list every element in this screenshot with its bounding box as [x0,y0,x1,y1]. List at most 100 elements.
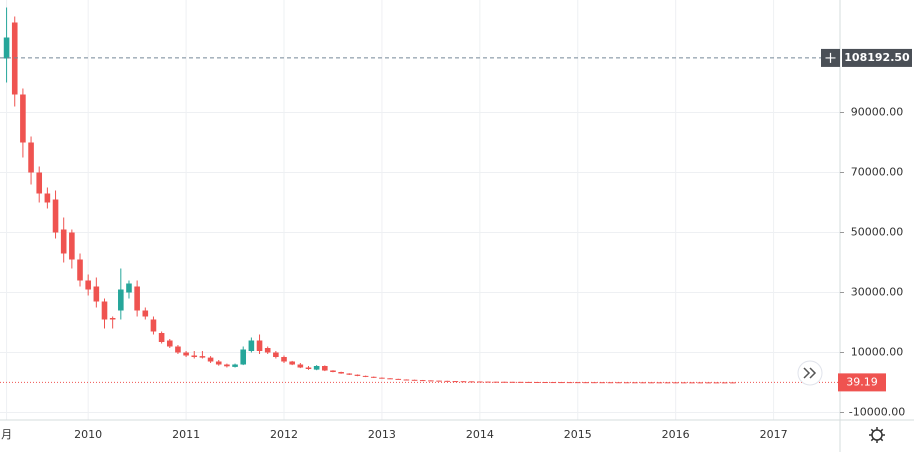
candle-body [623,382,630,384]
candle-body [264,348,271,353]
candle-body [11,22,18,95]
candle-body [534,381,540,383]
candle-body [395,378,402,380]
last-price-label: 39.19 [846,375,878,388]
candle-body [134,286,140,311]
candle-body [175,346,181,353]
candle-body [468,381,475,383]
y-tick-label: 10000.00 [851,346,904,359]
overlays [0,57,840,383]
candle-body [77,259,83,281]
candle-body [509,381,516,383]
candle-body [428,380,434,382]
candle-body [183,352,189,356]
candle-body [289,361,295,365]
candle-body [101,301,108,320]
candle-body [664,382,671,384]
settings-icon[interactable] [869,427,885,443]
candle-body [566,382,573,384]
candle-body [656,382,663,384]
candle-body [721,382,728,384]
candle-body [232,364,238,367]
candle-body [191,355,198,357]
crosshair-label: 108192.50 [844,51,910,64]
candle-body [632,382,638,384]
candle-body [126,283,132,293]
candle-body [297,364,304,368]
candle-body [60,229,67,254]
candle-body [305,367,312,369]
crosshair-label-box [842,48,912,67]
candle-body [419,380,426,382]
candle-body [362,375,369,377]
candle-body [142,310,149,317]
candle-body [281,357,287,362]
candle-body [574,382,581,384]
candle-body [379,377,385,379]
candle-body [273,352,279,357]
candle-body [411,379,418,381]
candle-body [346,373,353,375]
candle-body [460,381,467,383]
x-tick-label: 2016 [662,428,690,441]
candle-body [607,382,614,384]
candle-body [20,94,26,143]
candle-body [166,340,173,347]
candle-body [85,280,91,290]
candle-body [542,382,548,384]
crosshair-plus [825,52,836,63]
scroll-button[interactable] [797,360,823,386]
candle-body [338,372,344,374]
candle-body [452,381,459,383]
grid [0,0,840,420]
candle-body [713,382,720,384]
candle-body [403,379,410,381]
candle-body [370,376,377,378]
y-tick-label: 70000.00 [851,166,904,179]
candle-body [44,193,51,203]
last-price-box [838,373,886,392]
candle-body [354,374,361,376]
candle-body [3,37,10,59]
candle-body [387,378,393,380]
y-tick-label: 30000.00 [851,286,904,299]
candle-body [599,382,606,384]
x-tick-label: 2012 [270,428,298,441]
candle-body [240,349,247,365]
x-tick-label: 2013 [368,428,396,441]
candle-body [697,382,703,384]
y-tick-label: 50000.00 [851,226,904,239]
candle-body [444,380,451,382]
candle-body [118,289,124,311]
candle-body [256,340,263,351]
candle-body [485,381,491,383]
x-tick-label: 2017 [760,428,788,441]
candle-body [199,356,206,358]
x-tick-label: 月 [1,428,12,441]
candle-body [322,366,328,371]
candle-body [493,381,499,383]
candle-body [93,286,100,302]
candle-body [681,382,687,384]
candle-body [109,318,116,320]
x-tick-label: 2010 [74,428,102,441]
candle-body [36,172,43,194]
y-tick-label: 90000.00 [851,106,904,119]
x-tick-label: 2014 [466,428,494,441]
y-tick-label: -10000.00 [849,406,905,419]
candle-body [28,142,34,173]
candle-body [69,232,75,260]
candle-body [689,382,695,384]
candle-body [52,199,59,233]
candle-body [224,364,230,367]
candle-body [158,333,165,342]
candle-body [517,381,524,383]
candle-body [436,380,442,382]
x-tick-label: 2015 [564,428,592,441]
candle-body [330,370,336,372]
candle-body [248,340,255,351]
x-tick-label: 2011 [172,428,200,441]
candle-body [477,381,483,383]
